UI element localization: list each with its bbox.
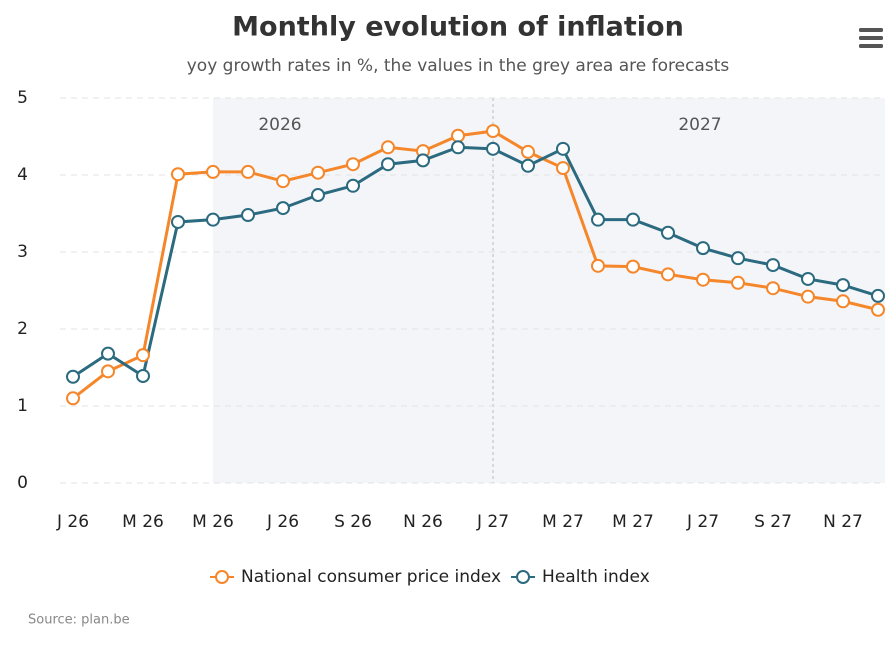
data-point	[66, 391, 80, 406]
data-point	[241, 164, 255, 179]
data-point	[381, 140, 395, 155]
data-point	[66, 369, 80, 384]
data-point	[661, 225, 675, 240]
x-tick-label: J 27	[686, 512, 719, 532]
legend-marker	[516, 570, 531, 584]
data-point	[311, 188, 325, 203]
data-point	[486, 124, 500, 139]
data-point	[766, 258, 780, 273]
data-point	[591, 258, 605, 273]
data-point	[276, 174, 290, 189]
legend: National consumer price index Health inde…	[210, 567, 650, 587]
data-point	[556, 141, 570, 156]
data-point	[696, 272, 710, 287]
data-point	[206, 164, 220, 179]
data-point	[171, 214, 185, 229]
x-tick-label: J 26	[266, 512, 299, 532]
data-point	[171, 167, 185, 182]
data-point	[696, 241, 710, 256]
data-point	[451, 128, 465, 143]
data-point	[836, 278, 850, 293]
data-point	[556, 161, 570, 176]
data-point	[836, 294, 850, 309]
data-point	[276, 201, 290, 216]
data-point	[871, 302, 885, 317]
data-point	[136, 368, 150, 383]
data-point	[731, 251, 745, 266]
data-point	[206, 212, 220, 227]
data-point	[451, 140, 465, 155]
data-point	[871, 288, 885, 303]
data-point	[591, 212, 605, 227]
data-point	[311, 165, 325, 180]
data-point	[416, 153, 430, 168]
legend-marker	[215, 570, 229, 584]
x-tick-label: M 26	[192, 512, 234, 532]
x-tick-label: M 27	[612, 512, 654, 532]
x-tick-label: J 26	[56, 512, 89, 532]
data-point	[661, 267, 675, 282]
x-tick-label: J 27	[476, 512, 509, 532]
year-label: 2027	[678, 115, 721, 135]
legend-item[interactable]: National consumer price index	[210, 567, 501, 587]
legend-label: Health index	[542, 567, 650, 587]
data-point	[731, 275, 745, 290]
data-point	[626, 259, 640, 274]
data-point	[801, 271, 815, 286]
data-point	[346, 157, 360, 172]
data-point	[381, 157, 395, 172]
y-tick-label: 0	[17, 473, 28, 493]
y-tick-label: 5	[17, 88, 28, 108]
legend-label: National consumer price index	[241, 567, 501, 587]
data-point	[101, 346, 115, 361]
legend-item[interactable]: Health index	[511, 567, 650, 587]
y-tick-label: 3	[17, 242, 28, 262]
menu-bar	[859, 28, 883, 32]
y-tick-label: 4	[17, 165, 28, 185]
x-tick-label: M 27	[542, 512, 584, 532]
data-point	[766, 281, 780, 296]
x-tick-label: N 27	[823, 512, 863, 532]
x-tick-label: N 26	[403, 512, 443, 532]
menu-button[interactable]	[859, 28, 883, 48]
x-tick-label: S 27	[754, 512, 792, 532]
menu-bar	[859, 44, 883, 48]
year-label: 2026	[258, 115, 301, 135]
data-point	[136, 348, 150, 363]
data-point	[241, 208, 255, 223]
source: Source: plan.be	[28, 613, 130, 628]
data-point	[486, 141, 500, 156]
data-point	[521, 158, 535, 173]
chart-subtitle: yoy growth rates in %, the values in the…	[187, 56, 730, 76]
data-point	[801, 289, 815, 304]
y-tick-label: 1	[17, 396, 28, 416]
chart-title: Monthly evolution of inflation	[232, 12, 684, 43]
data-point	[346, 178, 360, 193]
y-tick-label: 2	[17, 319, 28, 339]
data-point	[101, 364, 115, 379]
data-point	[521, 144, 535, 159]
x-tick-label: S 26	[334, 512, 372, 532]
menu-bar	[859, 36, 883, 40]
data-point	[626, 212, 640, 227]
x-tick-label: M 26	[122, 512, 164, 532]
